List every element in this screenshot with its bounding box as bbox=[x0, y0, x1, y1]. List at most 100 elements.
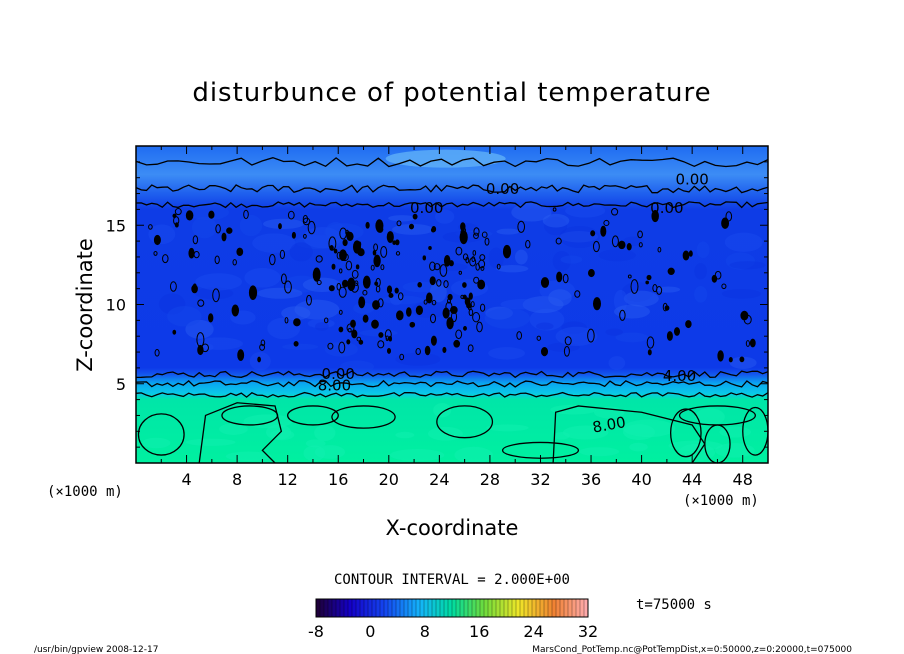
x-tick-label: 44 bbox=[682, 470, 702, 489]
contour-blob bbox=[197, 299, 205, 307]
field-patch bbox=[188, 204, 229, 221]
contour-blob bbox=[517, 220, 526, 233]
field-patch bbox=[565, 204, 606, 218]
contour-blob bbox=[385, 335, 390, 342]
colorbar-frame bbox=[315, 598, 589, 618]
contour-blob bbox=[484, 237, 490, 246]
colorbar-cell bbox=[372, 599, 377, 617]
colorbar-cell bbox=[520, 599, 525, 617]
contour-blob bbox=[232, 259, 237, 266]
contour-blob bbox=[479, 303, 486, 312]
field-patch bbox=[552, 251, 571, 272]
colorbar-cell bbox=[424, 599, 429, 617]
field-patch bbox=[529, 308, 565, 331]
field-patch-warm bbox=[303, 445, 326, 462]
colorbar-cell bbox=[380, 599, 385, 617]
colorbar-cell bbox=[432, 599, 437, 617]
contour-blob bbox=[477, 279, 486, 290]
contour-blob bbox=[388, 292, 394, 299]
field-patch bbox=[185, 319, 214, 339]
field-patch bbox=[561, 321, 588, 334]
field-patch bbox=[500, 299, 545, 310]
contour-blob bbox=[351, 329, 358, 339]
contour-blob bbox=[464, 297, 471, 306]
field-patch bbox=[496, 264, 529, 273]
contour-blob bbox=[331, 263, 336, 270]
contour-blob bbox=[153, 250, 158, 256]
field-patch bbox=[315, 322, 329, 331]
field-patch bbox=[694, 263, 707, 280]
colorbar-cell bbox=[476, 599, 481, 617]
contour-blob bbox=[450, 305, 458, 315]
contour-blob bbox=[430, 227, 436, 233]
colorbar-cell bbox=[564, 599, 569, 617]
contour-8-left bbox=[198, 402, 283, 464]
contour-blob bbox=[377, 340, 385, 349]
colorbar-cell bbox=[360, 599, 365, 617]
contour-blob bbox=[436, 279, 442, 287]
x-tick-label: 24 bbox=[429, 470, 449, 489]
contour-4-lower bbox=[135, 391, 769, 398]
field-patch bbox=[195, 337, 243, 350]
contour-blob bbox=[196, 332, 205, 348]
field-patch-warm bbox=[389, 449, 445, 462]
contour-blob bbox=[323, 317, 329, 324]
footer-left: /usr/bin/gpview 2008-12-17 bbox=[34, 645, 158, 654]
contour-blob bbox=[725, 211, 733, 222]
y-tick-label: 10 bbox=[106, 296, 126, 315]
contour-blob bbox=[638, 242, 643, 248]
contour-blob bbox=[380, 245, 388, 258]
colorbar-tick-label: 16 bbox=[469, 622, 489, 641]
contour-blob bbox=[316, 279, 322, 286]
colorbar bbox=[315, 598, 589, 618]
contour-blob bbox=[481, 231, 488, 238]
colorbar-cell bbox=[500, 599, 505, 617]
field-patch bbox=[282, 343, 319, 350]
contour-blob bbox=[386, 231, 394, 243]
colorbar-cell bbox=[464, 599, 469, 617]
colorbar-cell bbox=[384, 599, 389, 617]
colorbar-cell bbox=[396, 599, 401, 617]
contour-blob bbox=[174, 208, 182, 216]
contour-blob bbox=[721, 217, 730, 229]
contour-blob bbox=[574, 290, 581, 298]
colorbar-cell bbox=[436, 599, 441, 617]
contour-blob bbox=[257, 356, 261, 363]
contour-blob bbox=[429, 276, 436, 286]
x-axis-label: X-coordinate bbox=[386, 516, 519, 540]
field-patch bbox=[544, 216, 568, 236]
contour-blob bbox=[386, 347, 392, 354]
colorbar-cell bbox=[444, 599, 449, 617]
contour-blob bbox=[611, 235, 619, 248]
contour-closed-lower bbox=[669, 408, 702, 458]
contour-blob bbox=[372, 300, 380, 310]
contour-blob bbox=[473, 276, 480, 284]
field-patch bbox=[294, 299, 340, 320]
colorbar-cell bbox=[568, 599, 573, 617]
contour-blob bbox=[315, 255, 323, 263]
contour-blob bbox=[405, 307, 412, 317]
field-patch-warm bbox=[694, 408, 725, 426]
contour-blob bbox=[396, 310, 404, 321]
contour-blob bbox=[365, 221, 370, 229]
field-patch bbox=[729, 261, 766, 270]
colorbar-cell bbox=[516, 599, 521, 617]
contour-blob bbox=[667, 267, 675, 275]
contour-blob bbox=[728, 357, 733, 363]
contour-blob bbox=[415, 347, 421, 356]
colorbar-tick-label: -8 bbox=[308, 622, 324, 641]
chart-title: disturbunce of potential temperature bbox=[192, 78, 711, 108]
contour-blob bbox=[212, 288, 220, 303]
colorbar-cell bbox=[536, 599, 541, 617]
y-tick-label: 5 bbox=[116, 375, 126, 394]
contour-blob bbox=[358, 339, 364, 345]
field-patch bbox=[721, 288, 762, 299]
contour-blob bbox=[626, 243, 632, 251]
contour-blob bbox=[467, 344, 474, 353]
contour-blob bbox=[468, 292, 473, 300]
contour-blob bbox=[536, 335, 542, 341]
field-patch-warm bbox=[668, 440, 723, 452]
field-patch bbox=[267, 317, 301, 340]
colorbar-cell bbox=[448, 599, 453, 617]
colorbar-cell bbox=[532, 599, 537, 617]
